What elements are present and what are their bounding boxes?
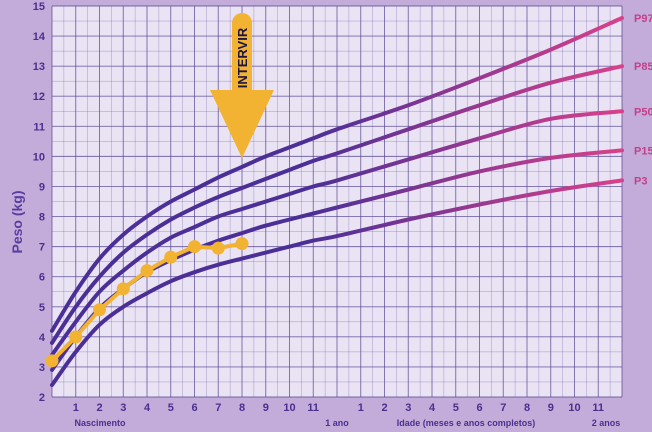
child-weight-point bbox=[211, 241, 225, 255]
year1-label: 1 ano bbox=[325, 418, 349, 428]
child-weight-point bbox=[116, 282, 130, 296]
y-axis-title: Peso (kg) bbox=[9, 190, 25, 253]
x-tick-label: 11 bbox=[307, 402, 319, 414]
x-tick-label: 7 bbox=[500, 402, 506, 414]
child-measurements bbox=[45, 237, 249, 368]
x-tick-label: 4 bbox=[144, 402, 151, 414]
birth-label: Nascimento bbox=[74, 418, 126, 428]
x-axis-title: Idade (meses e anos completos) bbox=[397, 418, 536, 428]
child-weight-point bbox=[69, 330, 83, 344]
child-weight-point bbox=[45, 354, 59, 368]
x-tick-label: 11 bbox=[592, 402, 604, 414]
curve-p3 bbox=[50, 178, 624, 387]
y-tick-label: 6 bbox=[39, 272, 45, 284]
y-tick-label: 13 bbox=[33, 61, 45, 73]
x-tick-label: 7 bbox=[215, 402, 221, 414]
x-tick-label: 1 bbox=[358, 402, 364, 414]
arrow-head bbox=[210, 90, 274, 158]
curve-p85 bbox=[50, 64, 624, 345]
x-tick-label: 9 bbox=[548, 402, 554, 414]
x-tick-label: 10 bbox=[283, 402, 295, 414]
x-tick-label: 6 bbox=[476, 402, 482, 414]
child-weight-point bbox=[235, 237, 249, 251]
y-tick-label: 5 bbox=[39, 302, 45, 314]
x-tick-label: 3 bbox=[120, 402, 126, 414]
x-tick-label: 1 bbox=[73, 402, 79, 414]
intervene-arrow-icon: INTERVIR bbox=[210, 13, 274, 158]
x-tick-label: 2 bbox=[96, 402, 102, 414]
y-tick-label: 12 bbox=[33, 91, 45, 103]
y-tick-label: 4 bbox=[39, 332, 46, 344]
x-tick-label: 6 bbox=[191, 402, 197, 414]
percentile-labels: P97 P85 P50 P15 P3 bbox=[634, 13, 652, 187]
y-tick-label: 9 bbox=[39, 181, 45, 193]
x-tick-label: 8 bbox=[524, 402, 530, 414]
x-tick-label: 8 bbox=[239, 402, 245, 414]
percentile-label-p15: P15 bbox=[634, 145, 652, 157]
child-weight-point bbox=[164, 250, 178, 264]
y-tick-label: 3 bbox=[39, 362, 45, 374]
percentile-label-p3: P3 bbox=[634, 175, 647, 187]
y-tick-label: 15 bbox=[33, 1, 45, 13]
x-tick-label: 3 bbox=[405, 402, 411, 414]
curve-p97 bbox=[50, 16, 624, 333]
x-tick-label: 4 bbox=[429, 402, 436, 414]
percentile-label-p97: P97 bbox=[634, 13, 652, 25]
arrow-shaft bbox=[232, 13, 252, 105]
percentile-label-p50: P50 bbox=[634, 106, 652, 118]
y-tick-label: 8 bbox=[39, 212, 45, 224]
y-axis-ticks: 2 3 4 5 6 7 8 9 10 11 12 13 14 15 bbox=[33, 1, 46, 404]
x-tick-label: 9 bbox=[263, 402, 269, 414]
child-weight-point bbox=[140, 264, 154, 278]
child-weight-point bbox=[188, 240, 201, 254]
y-tick-label: 10 bbox=[33, 151, 45, 163]
y-tick-label: 14 bbox=[33, 31, 46, 43]
year2-label: 2 anos bbox=[592, 418, 621, 428]
x-tick-label: 5 bbox=[168, 402, 174, 414]
x-tick-label: 5 bbox=[453, 402, 459, 414]
y-tick-label: 11 bbox=[33, 121, 45, 133]
x-axis-ticks: 1 2 3 4 5 6 7 8 9 10 11 1 2 3 4 5 6 7 8 9 10 11 bbox=[73, 402, 604, 414]
child-weight-point bbox=[93, 303, 106, 317]
y-tick-label: 2 bbox=[39, 392, 45, 404]
x-tick-label: 2 bbox=[381, 402, 387, 414]
y-tick-label: 7 bbox=[39, 242, 45, 254]
curve-p50 bbox=[50, 109, 624, 357]
percentile-label-p85: P85 bbox=[634, 61, 652, 73]
intervene-label: INTERVIR bbox=[235, 27, 250, 88]
x-tick-label: 10 bbox=[568, 402, 580, 414]
